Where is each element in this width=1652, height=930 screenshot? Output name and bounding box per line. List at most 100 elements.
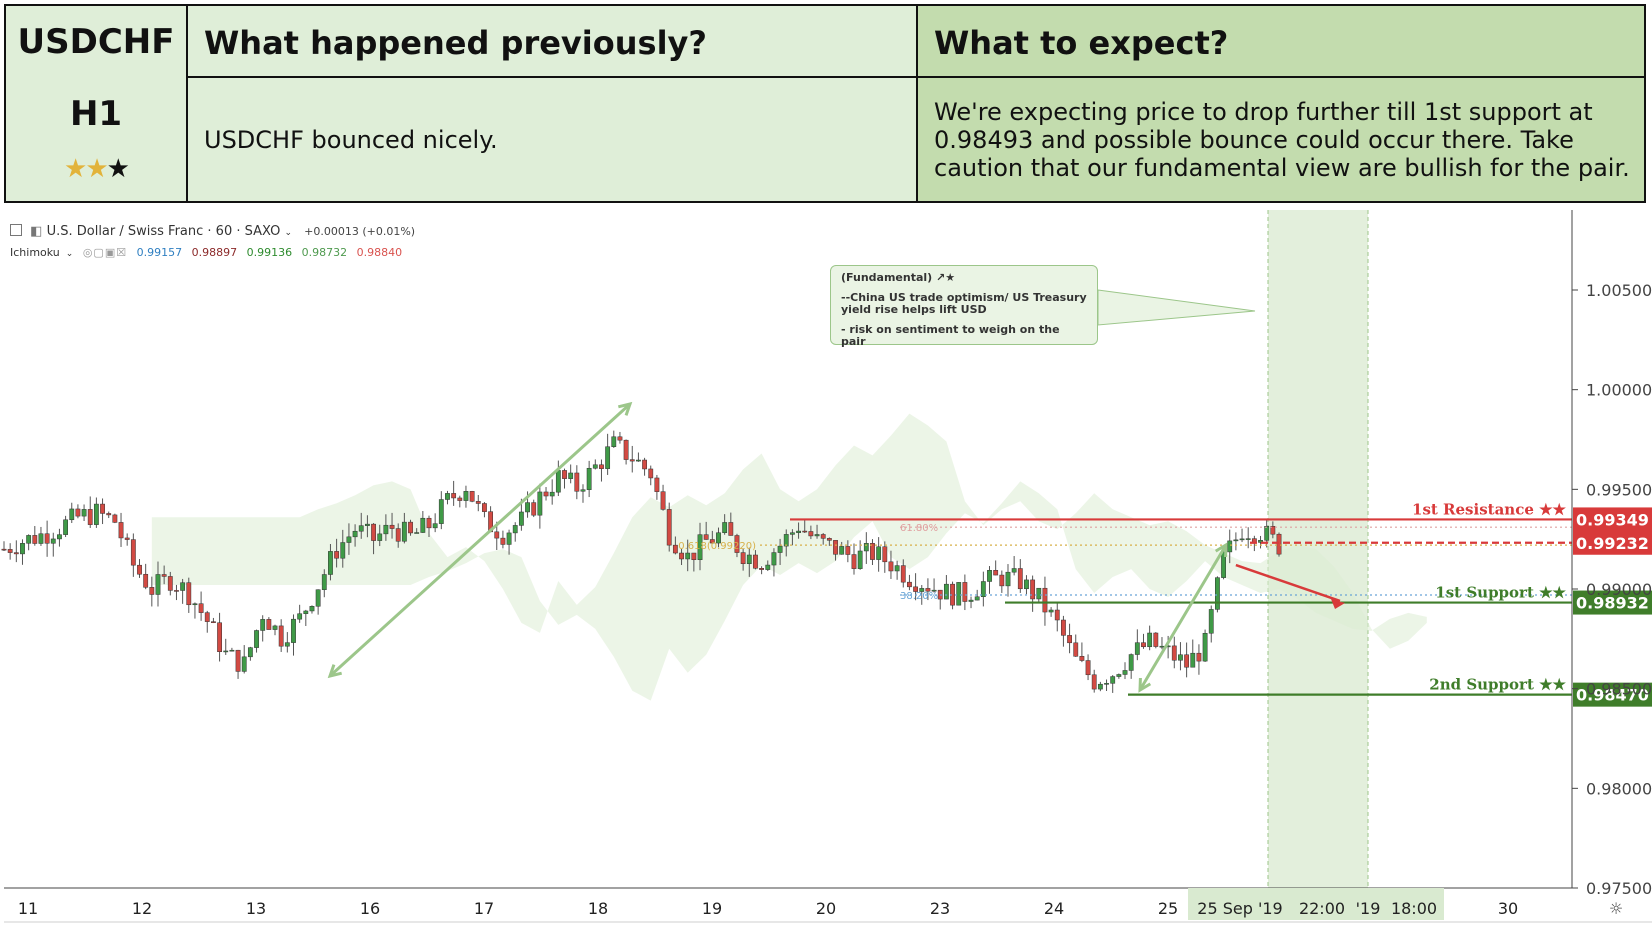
candle[interactable] (839, 546, 845, 555)
candle[interactable] (660, 491, 666, 510)
candle[interactable] (833, 540, 838, 555)
candle[interactable] (568, 472, 574, 479)
candle[interactable] (161, 574, 167, 577)
candle[interactable] (1147, 632, 1153, 648)
candle[interactable] (352, 530, 358, 538)
candle[interactable] (882, 546, 888, 563)
candle[interactable] (451, 493, 457, 499)
candle[interactable] (432, 523, 438, 529)
candle[interactable] (69, 508, 75, 521)
candle[interactable] (180, 582, 186, 591)
candle[interactable] (851, 554, 857, 569)
price-chart[interactable]: 61.80% 0.618(0.99220) 38.20% 1st Resistance… (0, 206, 1652, 930)
candle[interactable] (783, 534, 789, 547)
candle[interactable] (1184, 654, 1190, 668)
candle[interactable] (790, 532, 795, 535)
candle[interactable] (44, 533, 50, 544)
candle[interactable] (716, 532, 721, 544)
candle[interactable] (1190, 652, 1196, 668)
candle[interactable] (149, 587, 155, 595)
candle[interactable] (1264, 525, 1270, 541)
candle[interactable] (1141, 642, 1146, 648)
candle[interactable] (247, 647, 253, 658)
candle[interactable] (549, 491, 555, 497)
candle[interactable] (1042, 587, 1048, 613)
candle[interactable] (469, 491, 475, 502)
candle[interactable] (291, 618, 296, 643)
candle[interactable] (1171, 645, 1177, 661)
candle[interactable] (777, 545, 783, 553)
candle[interactable] (1245, 538, 1251, 540)
candle[interactable] (217, 622, 222, 653)
candle[interactable] (863, 543, 869, 552)
candle[interactable] (617, 436, 623, 441)
dropdown-icon[interactable]: ⌄ (65, 249, 74, 259)
candle[interactable] (1134, 642, 1140, 655)
candle[interactable] (1178, 654, 1183, 661)
candle[interactable] (321, 574, 327, 590)
candle[interactable] (272, 625, 278, 630)
candle[interactable] (703, 534, 709, 540)
candle[interactable] (38, 533, 44, 544)
candle[interactable] (980, 581, 986, 598)
candle[interactable] (1054, 609, 1060, 621)
candle[interactable] (20, 543, 25, 555)
candle[interactable] (155, 574, 161, 595)
candle[interactable] (358, 525, 364, 532)
candle[interactable] (562, 470, 567, 479)
candle[interactable] (820, 534, 826, 539)
candle[interactable] (968, 599, 974, 602)
candle[interactable] (260, 619, 266, 631)
candle[interactable] (580, 489, 586, 492)
candle[interactable] (112, 514, 118, 523)
candle[interactable] (808, 531, 814, 537)
candle[interactable] (1128, 654, 1134, 671)
candle[interactable] (753, 554, 758, 569)
candle[interactable] (894, 565, 900, 572)
candle[interactable] (204, 612, 210, 622)
candle[interactable] (537, 491, 543, 516)
candle[interactable] (1196, 652, 1202, 662)
candle[interactable] (1202, 632, 1208, 662)
candle[interactable] (211, 621, 216, 623)
candle[interactable] (802, 530, 808, 533)
candle[interactable] (672, 544, 678, 554)
candle[interactable] (401, 521, 407, 542)
candle[interactable] (709, 539, 715, 544)
candle[interactable] (1227, 540, 1233, 553)
candle[interactable] (408, 521, 413, 534)
candle[interactable] (623, 439, 629, 460)
candle[interactable] (592, 464, 598, 469)
candle[interactable] (1153, 632, 1159, 647)
candle[interactable] (1073, 642, 1079, 657)
candle[interactable] (1122, 670, 1128, 675)
candle[interactable] (722, 522, 728, 533)
candle[interactable] (186, 582, 192, 606)
candle[interactable] (494, 531, 500, 539)
candle[interactable] (328, 551, 333, 575)
candle[interactable] (857, 550, 863, 569)
candle[interactable] (223, 650, 229, 653)
candle[interactable] (420, 517, 426, 533)
candle[interactable] (340, 542, 346, 559)
candle[interactable] (241, 656, 247, 672)
candle[interactable] (1079, 656, 1085, 661)
candle[interactable] (26, 535, 32, 544)
candle[interactable] (666, 509, 672, 546)
candle[interactable] (648, 468, 654, 479)
candle[interactable] (605, 446, 611, 469)
candle[interactable] (654, 477, 660, 492)
indicator-name[interactable]: Ichimoku (10, 246, 60, 259)
candle[interactable] (1239, 538, 1245, 541)
candle[interactable] (1097, 683, 1103, 690)
candle[interactable] (611, 436, 617, 447)
candle[interactable] (229, 649, 235, 652)
candle[interactable] (765, 564, 771, 570)
candle[interactable] (438, 499, 444, 524)
candle[interactable] (303, 610, 309, 614)
candle[interactable] (1258, 540, 1263, 543)
candle[interactable] (457, 497, 463, 501)
candle[interactable] (1116, 674, 1122, 677)
candle[interactable] (814, 534, 820, 537)
candle[interactable] (913, 586, 919, 592)
